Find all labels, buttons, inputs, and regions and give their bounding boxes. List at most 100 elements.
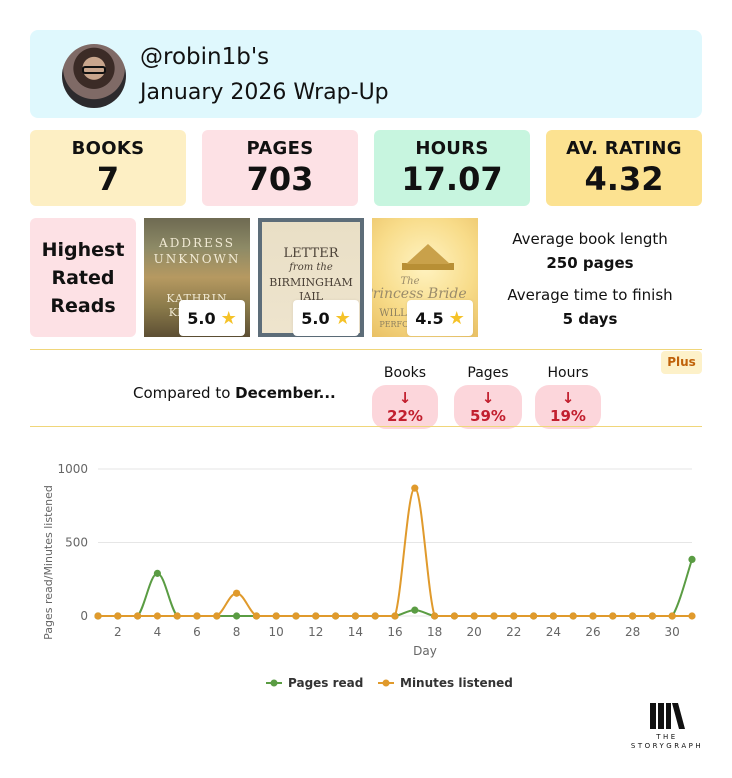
x-tick-label: 30	[665, 625, 680, 639]
x-tick-label: 6	[193, 625, 201, 639]
data-point	[371, 612, 379, 620]
data-point	[114, 612, 122, 620]
rating-value: 4.5	[415, 308, 444, 328]
compare-label: Books	[383, 365, 427, 381]
y-tick-label: 500	[65, 536, 88, 550]
comparison-prefix: Compared to	[133, 384, 231, 402]
cover-title: JAIL	[298, 290, 323, 303]
average-book-length: Average book length 250 pages	[490, 230, 690, 272]
average-time-to-finish: Average time to finish 5 days	[490, 286, 690, 328]
x-tick-label: 10	[269, 625, 284, 639]
x-tick-label: 18	[427, 625, 442, 639]
book-rating: 5.0 ★	[293, 300, 359, 336]
x-tick-label: 16	[387, 625, 402, 639]
data-point	[332, 612, 340, 620]
compare-pages: Pages ↓ 59%	[454, 365, 522, 429]
stat-label: PAGES	[246, 138, 314, 159]
divider	[30, 426, 702, 427]
divider	[30, 349, 702, 350]
data-point	[549, 612, 558, 620]
cover-title: BIRMINGHAM	[269, 276, 353, 289]
stat-value: 703	[246, 160, 314, 198]
stat-average-rating: AV. RATING 4.32	[546, 130, 702, 206]
compare-change-badge: ↓ 59%	[454, 385, 522, 429]
data-point	[569, 612, 577, 620]
data-point	[648, 612, 657, 620]
compare-change-badge: ↓ 22%	[372, 385, 438, 429]
logo-text: THE	[656, 733, 678, 741]
cover-title: Princess Bride	[372, 286, 467, 302]
data-point	[134, 612, 142, 620]
stat-books: BOOKS 7	[30, 130, 186, 206]
data-point	[351, 612, 359, 620]
data-point	[510, 612, 518, 620]
x-tick-label: 4	[154, 625, 162, 639]
stat-label: HOURS	[415, 138, 489, 159]
data-point	[431, 612, 439, 620]
cover-title: The	[400, 276, 420, 287]
books-logo-icon	[650, 703, 685, 729]
star-icon: ★	[448, 307, 465, 329]
highest-rated-heading: Highest Rated Reads	[30, 218, 136, 337]
logo-text: STORYGRAPH	[630, 742, 704, 750]
book-rating: 5.0 ★	[179, 300, 245, 336]
crown-icon	[402, 240, 454, 270]
data-point	[470, 612, 478, 620]
data-point	[233, 589, 241, 597]
data-point	[252, 612, 260, 620]
compare-label: Hours	[547, 365, 589, 381]
stat-value: 4.32	[584, 160, 664, 198]
stat-hours: HOURS 17.07	[374, 130, 530, 206]
storygraph-logo[interactable]: THE STORYGRAPH	[628, 703, 706, 751]
data-point	[312, 612, 320, 620]
data-point	[233, 612, 241, 620]
data-point	[450, 612, 458, 620]
star-icon: ★	[334, 307, 351, 329]
x-tick-label: 2	[114, 625, 122, 639]
average-length-value: 250 pages	[546, 254, 634, 272]
series-line	[98, 559, 693, 617]
x-tick-label: 20	[467, 625, 482, 639]
data-point	[609, 612, 617, 620]
data-point	[490, 612, 498, 620]
data-point	[411, 484, 419, 492]
x-tick-label: 12	[308, 625, 323, 639]
x-tick-label: 28	[625, 625, 640, 639]
compare-label: Pages	[467, 365, 509, 381]
plus-badge: Plus	[661, 351, 702, 374]
x-tick-label: 22	[506, 625, 521, 639]
data-point	[411, 606, 419, 614]
avatar[interactable]	[62, 44, 126, 108]
comparison-month: December...	[235, 384, 336, 402]
rating-value: 5.0	[301, 308, 330, 328]
stat-label: AV. RATING	[566, 138, 682, 159]
compare-hours: Hours ↓ 19%	[535, 365, 601, 429]
series-line	[98, 487, 692, 617]
average-time-value: 5 days	[562, 310, 618, 328]
y-tick-label: 0	[80, 609, 88, 623]
book-rating: 4.5 ★	[407, 300, 473, 336]
highest-rated-label: Highest Rated Reads	[41, 238, 125, 317]
stat-pages: PAGES 703	[202, 130, 358, 206]
username[interactable]: @robin1b's	[140, 44, 270, 70]
cover-author: PERFO	[379, 320, 409, 329]
stat-value: 17.07	[401, 160, 503, 198]
x-axis-label: Day	[413, 644, 437, 658]
cover-title: ADDRESS	[159, 236, 235, 250]
profile-header: @robin1b's January 2026 Wrap-Up	[30, 30, 702, 118]
compare-change-badge: ↓ 19%	[535, 385, 601, 429]
cover-title: LETTER	[283, 246, 339, 261]
x-tick-label: 14	[348, 625, 363, 639]
data-point	[688, 555, 696, 564]
page-title: January 2026 Wrap-Up	[140, 80, 389, 105]
data-point	[153, 612, 161, 620]
x-tick-label: 26	[585, 625, 600, 639]
data-point	[530, 612, 538, 620]
y-axis-label: Pages read/Minutes listened	[42, 485, 55, 640]
legend-marker	[270, 679, 278, 687]
rating-value: 5.0	[187, 308, 216, 328]
data-point	[629, 612, 637, 620]
x-tick-label: 24	[546, 625, 561, 639]
comparison-label: Compared to December...	[133, 384, 336, 402]
